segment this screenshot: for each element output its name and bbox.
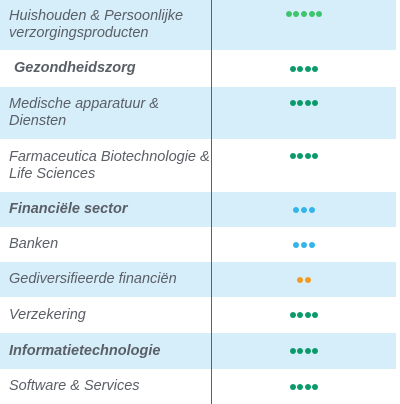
rating-dots: [289, 65, 319, 72]
rating-cell: [212, 262, 396, 297]
rating-dot: [304, 312, 311, 318]
rating-dot: [316, 11, 323, 17]
table-row: Banken: [0, 227, 400, 262]
row-label-cell: Huishouden & Persoonlijke verzorgingspro…: [0, 0, 211, 50]
row-label-cell: Verzekering: [0, 297, 211, 333]
rating-dot: [312, 152, 319, 159]
rating-cell: [212, 0, 396, 50]
row-label-cell: Gezondheidszorg: [0, 50, 211, 87]
rating-dot: [304, 348, 311, 354]
row-label-cell: Financiële sector: [0, 192, 211, 227]
row-label: Banken: [9, 236, 59, 252]
rating-dot: [289, 65, 296, 72]
rating-dots: [293, 206, 315, 213]
row-label: Verzekering: [9, 306, 86, 323]
row-label: Informatietechnologie: [9, 342, 161, 359]
rating-cell: [212, 139, 396, 192]
rating-dot: [285, 11, 292, 17]
rating-dot: [289, 152, 296, 159]
rating-dot: [297, 100, 304, 106]
rating-dot: [289, 383, 296, 390]
row-label-cell: Banken: [0, 227, 211, 262]
rating-dot: [312, 348, 319, 354]
rating-dot: [293, 241, 300, 248]
rating-dot: [297, 348, 304, 354]
rating-cell: [212, 333, 396, 369]
rating-cell: [212, 50, 396, 87]
rating-dot: [308, 11, 315, 17]
row-label: Gezondheidszorg: [14, 60, 136, 76]
row-label: Medische apparatuur & Diensten: [9, 96, 159, 129]
rating-dot: [304, 100, 311, 106]
row-label: Software & Services: [9, 378, 140, 394]
rating-dot: [304, 383, 311, 390]
rating-dots: [289, 383, 319, 390]
rating-dot: [297, 312, 304, 318]
rating-dots: [293, 241, 315, 248]
row-label-cell: Gediversifieerde financiën: [0, 262, 211, 297]
table-row: Gezondheidszorg: [0, 50, 400, 87]
rating-dot: [301, 241, 307, 248]
rating-cell: [212, 227, 396, 262]
row-label: Financiële sector: [9, 201, 128, 217]
rating-cell: [212, 297, 396, 333]
table-row: Software & Services: [0, 369, 400, 404]
table-row: Informatietechnologie: [0, 333, 400, 369]
table-row: Verzekering: [0, 297, 400, 333]
rating-dot: [297, 383, 304, 390]
row-label: Huishouden & Persoonlijke verzorgingspro…: [9, 8, 184, 41]
rating-dot: [289, 312, 296, 318]
rating-cell: [212, 87, 396, 139]
rating-dots: [289, 348, 319, 354]
rating-dot: [312, 383, 319, 390]
row-label-cell: Informatietechnologie: [0, 333, 211, 369]
rating-dot: [293, 206, 300, 213]
rating-dots: [285, 11, 323, 17]
rating-cell: [212, 369, 396, 404]
rating-dots: [289, 312, 319, 318]
rating-dots: [289, 152, 319, 159]
row-label-cell: Medische apparatuur & Diensten: [0, 87, 211, 139]
rating-dot: [297, 152, 304, 159]
table-row: Huishouden & Persoonlijke verzorgingspro…: [0, 0, 400, 50]
rating-dot: [289, 348, 296, 354]
rating-dot: [297, 65, 304, 72]
rating-dot: [304, 276, 311, 283]
rating-dots: [297, 276, 311, 283]
rating-dot: [312, 65, 319, 72]
rating-dot: [308, 241, 315, 248]
row-label: Gediversifieerde financiën: [9, 271, 177, 287]
table-row: Farmaceutica Biotechnologie & Life Scien…: [0, 139, 400, 192]
rating-dot: [312, 312, 319, 318]
rating-dot: [301, 206, 307, 213]
rating-dot: [304, 152, 311, 159]
table-row: Gediversifieerde financiën: [0, 262, 400, 297]
row-label: Farmaceutica Biotechnologie & Life Scien…: [9, 148, 210, 182]
table-row: Financiële sector: [0, 192, 400, 227]
rating-dot: [301, 11, 307, 17]
rating-dot: [293, 11, 300, 17]
table-row: Medische apparatuur & Diensten: [0, 87, 400, 139]
rating-dot: [312, 100, 319, 106]
rating-dot: [297, 276, 304, 283]
rating-cell: [212, 192, 396, 227]
rating-dots: [289, 100, 319, 106]
row-label-cell: Software & Services: [0, 369, 211, 404]
rating-dot: [289, 100, 296, 106]
column-divider: [211, 0, 212, 404]
row-label-cell: Farmaceutica Biotechnologie & Life Scien…: [0, 139, 211, 192]
rating-dot: [304, 65, 311, 72]
rating-dot: [308, 206, 315, 213]
